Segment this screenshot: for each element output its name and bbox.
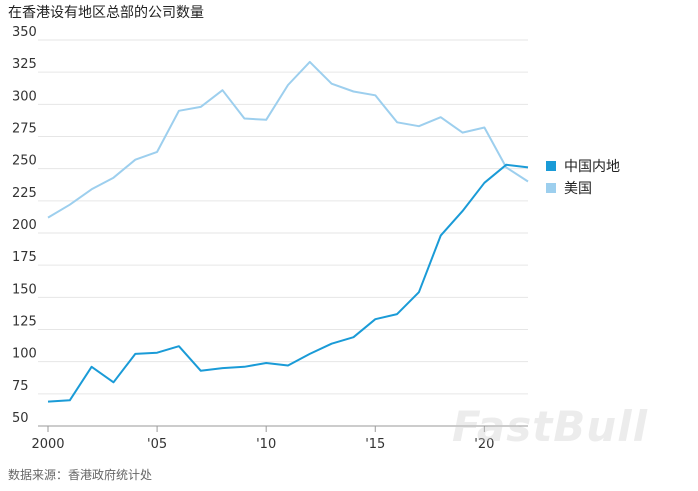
y-tick-label-325: 325	[12, 57, 37, 72]
y-tick-label-350: 350	[12, 25, 37, 40]
legend-label-mainland: 中国内地	[564, 159, 620, 175]
series-lines	[47, 60, 529, 403]
y-tick-label-125: 125	[12, 315, 37, 330]
y-tick-label-100: 100	[12, 347, 37, 362]
y-tick-label-300: 300	[12, 89, 37, 104]
series-line-0	[47, 163, 529, 403]
y-tick-label-50: 50	[12, 411, 29, 426]
legend-label-usa: 美国	[564, 181, 592, 197]
x-axis-ticks: 2000 '05 '10 '15 '20	[31, 426, 494, 452]
y-tick-label-175: 175	[12, 250, 37, 265]
chart-title: 在香港设有地区总部的公司数量	[8, 5, 204, 21]
y-tick-label-250: 250	[12, 154, 37, 169]
series-line-1	[47, 60, 529, 219]
y-tick-label-275: 275	[12, 122, 37, 137]
watermark-logo: FastBull	[452, 402, 648, 451]
legend: 中国内地 美国	[546, 155, 620, 199]
x-tick-label-2015: '15	[365, 437, 385, 452]
legend-swatch-mainland	[546, 161, 556, 171]
y-axis-ticks: 50 75 100 125 150 175 200 225 250 275 300 325 350	[12, 25, 37, 426]
x-tick-label-2000: 2000	[31, 437, 64, 452]
legend-item-mainland: 中国内地	[546, 155, 620, 177]
y-tick-label-200: 200	[12, 218, 37, 233]
legend-item-usa: 美国	[546, 177, 620, 199]
x-tick-label-2005: '05	[147, 437, 167, 452]
grid-lines	[38, 39, 528, 427]
x-tick-label-2010: '10	[256, 437, 276, 452]
legend-swatch-usa	[546, 183, 556, 193]
y-tick-label-75: 75	[12, 379, 29, 394]
source-note: 数据来源：香港政府统计处	[8, 468, 153, 482]
x-tick-label-2020: '20	[474, 437, 494, 452]
y-tick-label-225: 225	[12, 186, 37, 201]
y-tick-label-150: 150	[12, 282, 37, 297]
